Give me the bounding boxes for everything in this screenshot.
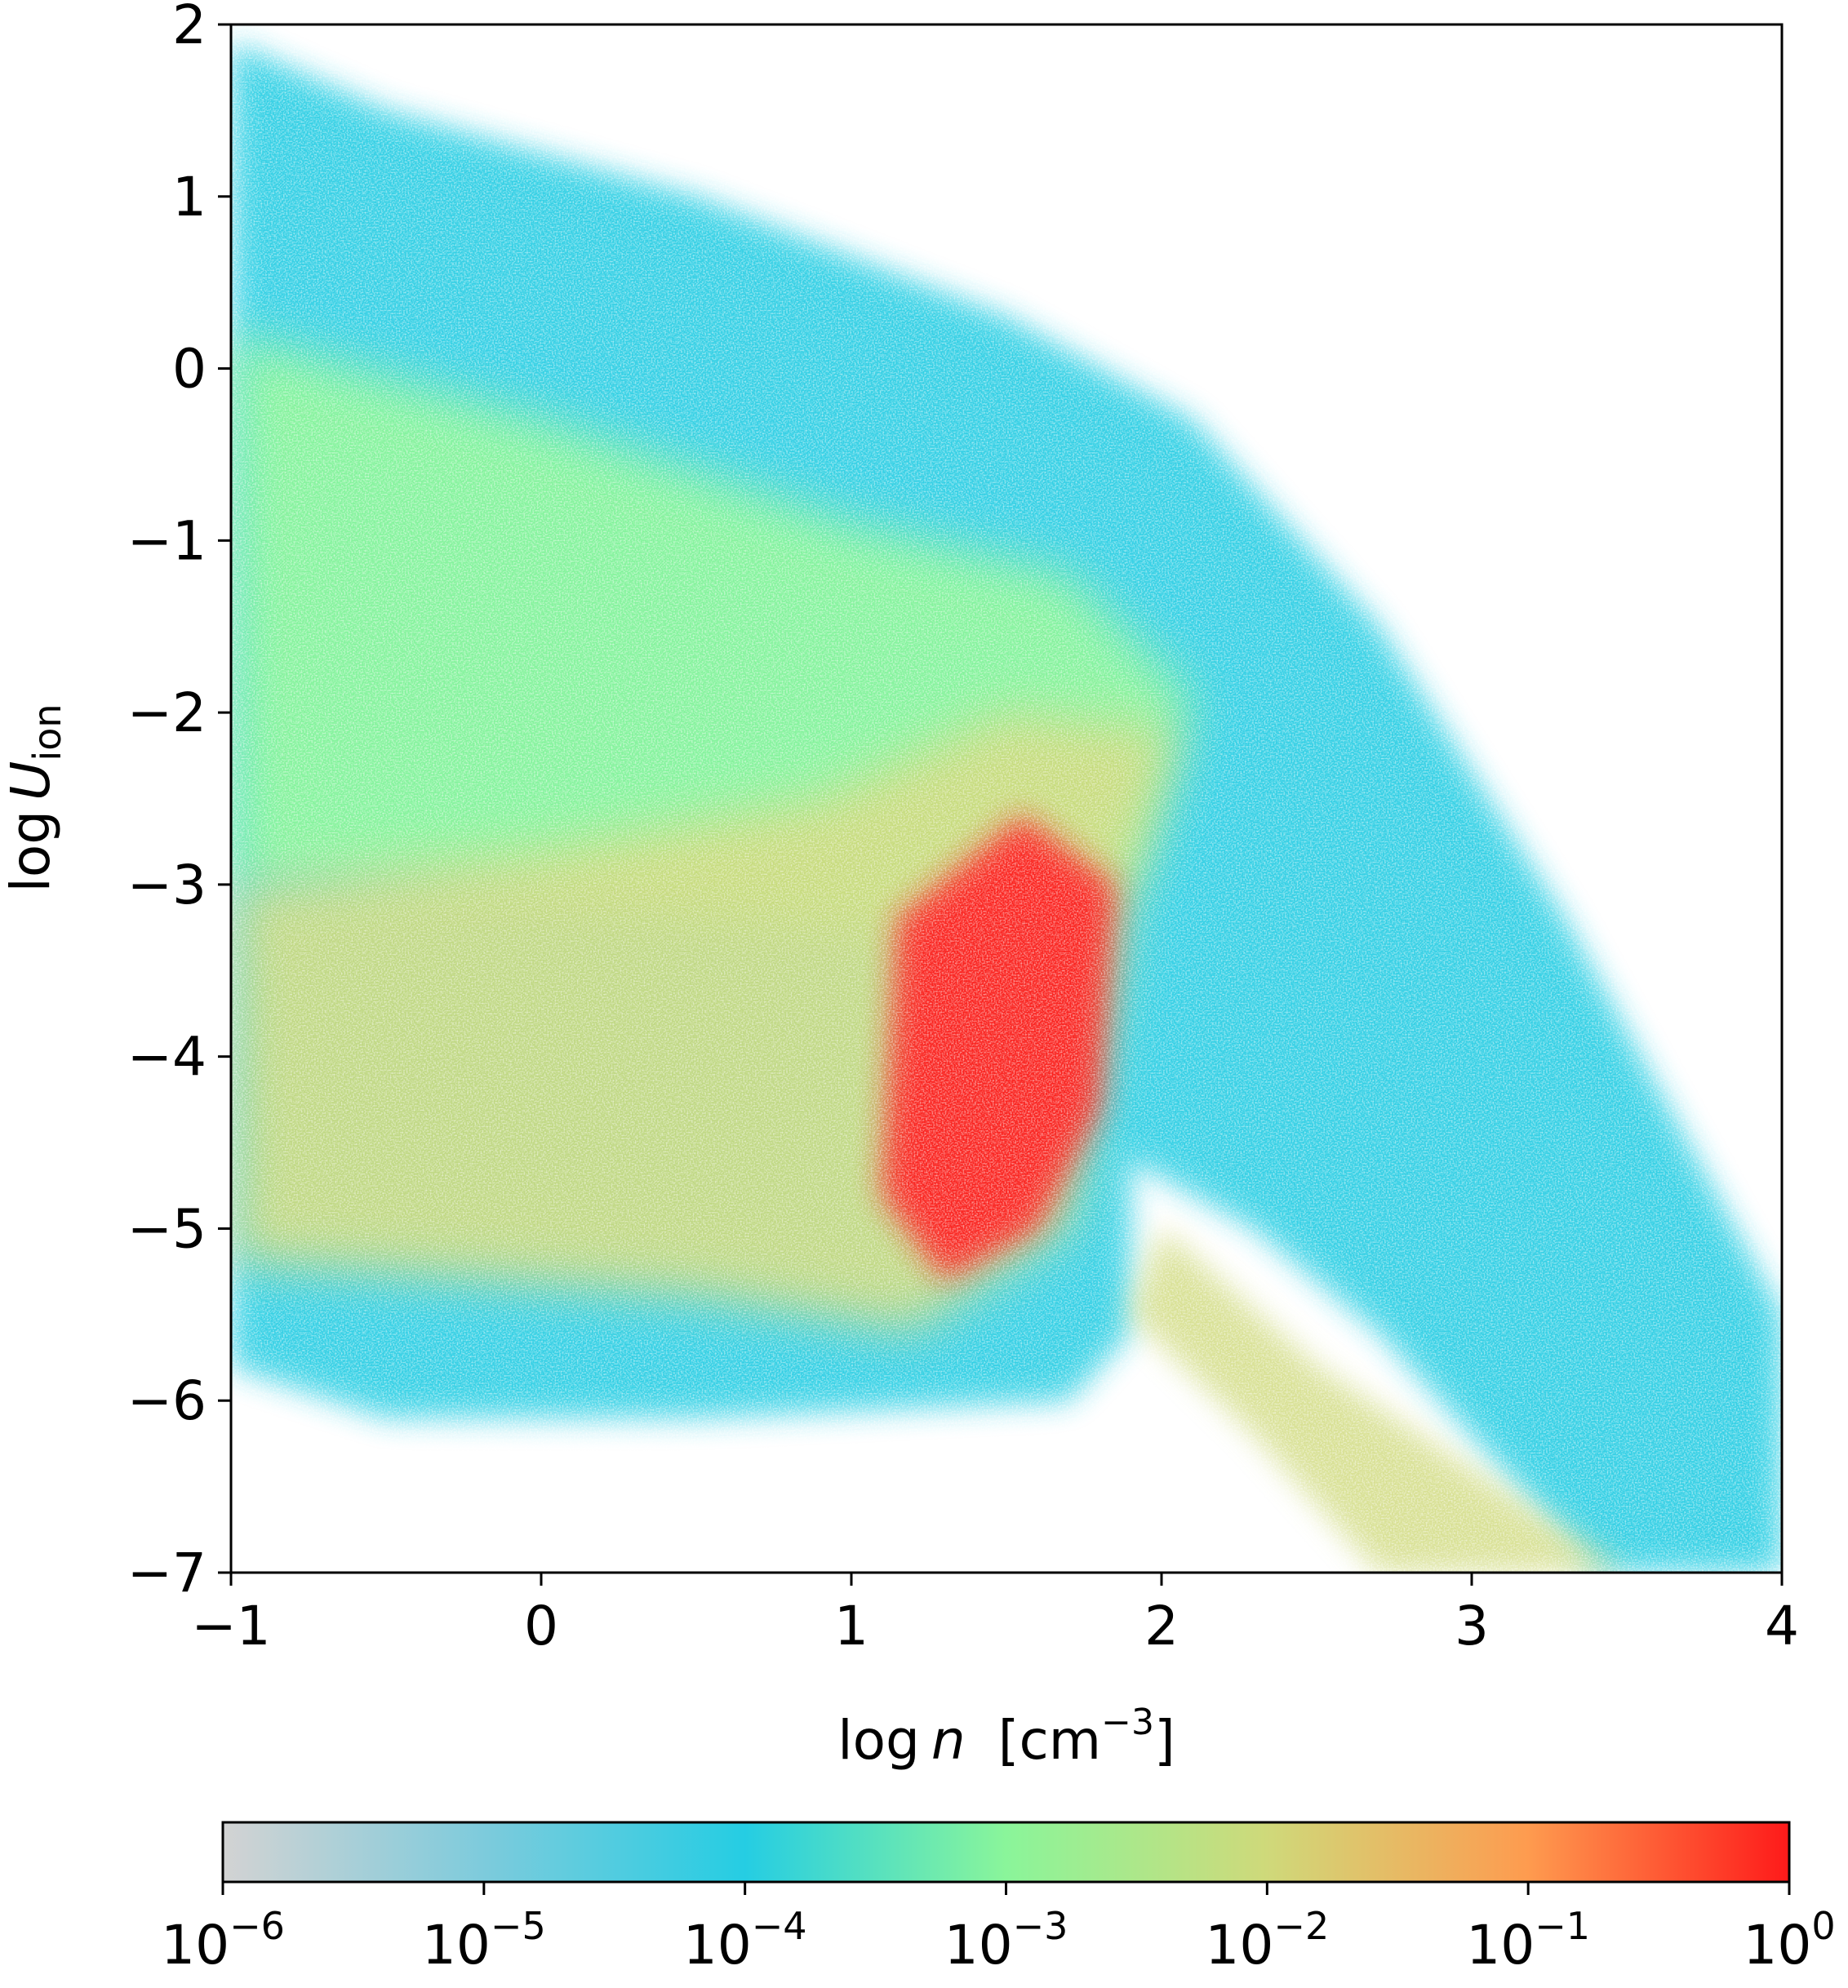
colorbar-tick-label: 10−3 bbox=[944, 1904, 1068, 1977]
x-tick-label: 0 bbox=[524, 1595, 558, 1657]
heatmap bbox=[231, 24, 1782, 1573]
y-tick-label: −1 bbox=[127, 509, 207, 572]
colorbar-tick-exponent: −3 bbox=[1013, 1904, 1068, 1948]
x-tick-label: 2 bbox=[1144, 1595, 1179, 1657]
colorbar-tick-base: 10 bbox=[944, 1914, 1013, 1977]
colorbar-tick-base: 10 bbox=[1205, 1914, 1273, 1977]
colorbar-tick-label: 10−4 bbox=[683, 1904, 807, 1977]
colorbar-tick-base: 10 bbox=[1743, 1914, 1811, 1977]
x-axis-label-prefix: log bbox=[837, 1709, 920, 1772]
colorbar-tick-exponent: −1 bbox=[1535, 1904, 1590, 1948]
y-axis-ticks: 2 1 0 −1 −2 −3 −4 −5 −6 −7 bbox=[127, 0, 231, 1604]
colorbar-tick-label: 10−6 bbox=[161, 1904, 285, 1977]
colorbar-ticks: 10−6 10−5 10−4 10−3 10−2 10−1 100 bbox=[161, 1882, 1836, 1977]
colorbar-tick-label: 10−5 bbox=[422, 1904, 546, 1977]
colorbar-tick-base: 10 bbox=[161, 1914, 229, 1977]
colorbar-tick-exponent: −4 bbox=[752, 1904, 807, 1948]
y-tick-label: −6 bbox=[127, 1369, 207, 1432]
heatmap-speckle bbox=[231, 24, 1782, 1573]
y-tick-label: −2 bbox=[127, 681, 207, 744]
plot-frame bbox=[229, 23, 1784, 1574]
colorbar-tick-exponent: −2 bbox=[1273, 1904, 1329, 1948]
colorbar-tick-base: 10 bbox=[683, 1914, 752, 1977]
x-axis-label-variable: n bbox=[931, 1709, 966, 1772]
colorbar-tick-exponent: −5 bbox=[491, 1904, 546, 1948]
y-tick-label: 0 bbox=[172, 338, 207, 401]
y-tick-label: −3 bbox=[127, 854, 207, 916]
colorbar: 10−6 10−5 10−4 10−3 10−2 10−1 100 bbox=[161, 1821, 1836, 1977]
x-axis-label-unit-close: ] bbox=[1154, 1709, 1175, 1772]
x-axis-label-unit-open: [cm bbox=[998, 1709, 1101, 1772]
colorbar-tick-label: 100 bbox=[1743, 1904, 1835, 1977]
colorbar-tick-base: 10 bbox=[1466, 1914, 1535, 1977]
y-tick-label: −4 bbox=[127, 1026, 207, 1089]
y-axis-label-prefix: log bbox=[0, 810, 62, 893]
y-axis-label-variable: U bbox=[0, 761, 62, 801]
colorbar-tick-base: 10 bbox=[422, 1914, 491, 1977]
x-axis-label: log n [cm−3] bbox=[837, 1702, 1175, 1772]
y-tick-label: 1 bbox=[172, 166, 207, 229]
x-axis-ticks: −1 0 1 2 3 4 bbox=[191, 1573, 1799, 1657]
y-axis-label-subscript: ion bbox=[25, 703, 69, 761]
colorbar-gradient bbox=[221, 1821, 1791, 1884]
colorbar-tick-exponent: 0 bbox=[1811, 1904, 1835, 1948]
y-tick-label: −5 bbox=[127, 1197, 207, 1260]
x-axis-label-unit-exponent: −3 bbox=[1101, 1702, 1154, 1743]
x-tick-label: −1 bbox=[191, 1595, 270, 1657]
colorbar-tick-exponent: −6 bbox=[229, 1904, 285, 1948]
colorbar-tick-label: 10−2 bbox=[1205, 1904, 1329, 1977]
colorbar-tick-label: 10−1 bbox=[1466, 1904, 1590, 1977]
x-tick-label: 4 bbox=[1765, 1595, 1799, 1657]
y-axis-label: log Uion bbox=[0, 703, 69, 892]
x-tick-label: 3 bbox=[1455, 1595, 1489, 1657]
y-tick-label: −7 bbox=[127, 1542, 207, 1604]
x-tick-label: 1 bbox=[834, 1595, 868, 1657]
y-tick-label: 2 bbox=[172, 0, 207, 56]
